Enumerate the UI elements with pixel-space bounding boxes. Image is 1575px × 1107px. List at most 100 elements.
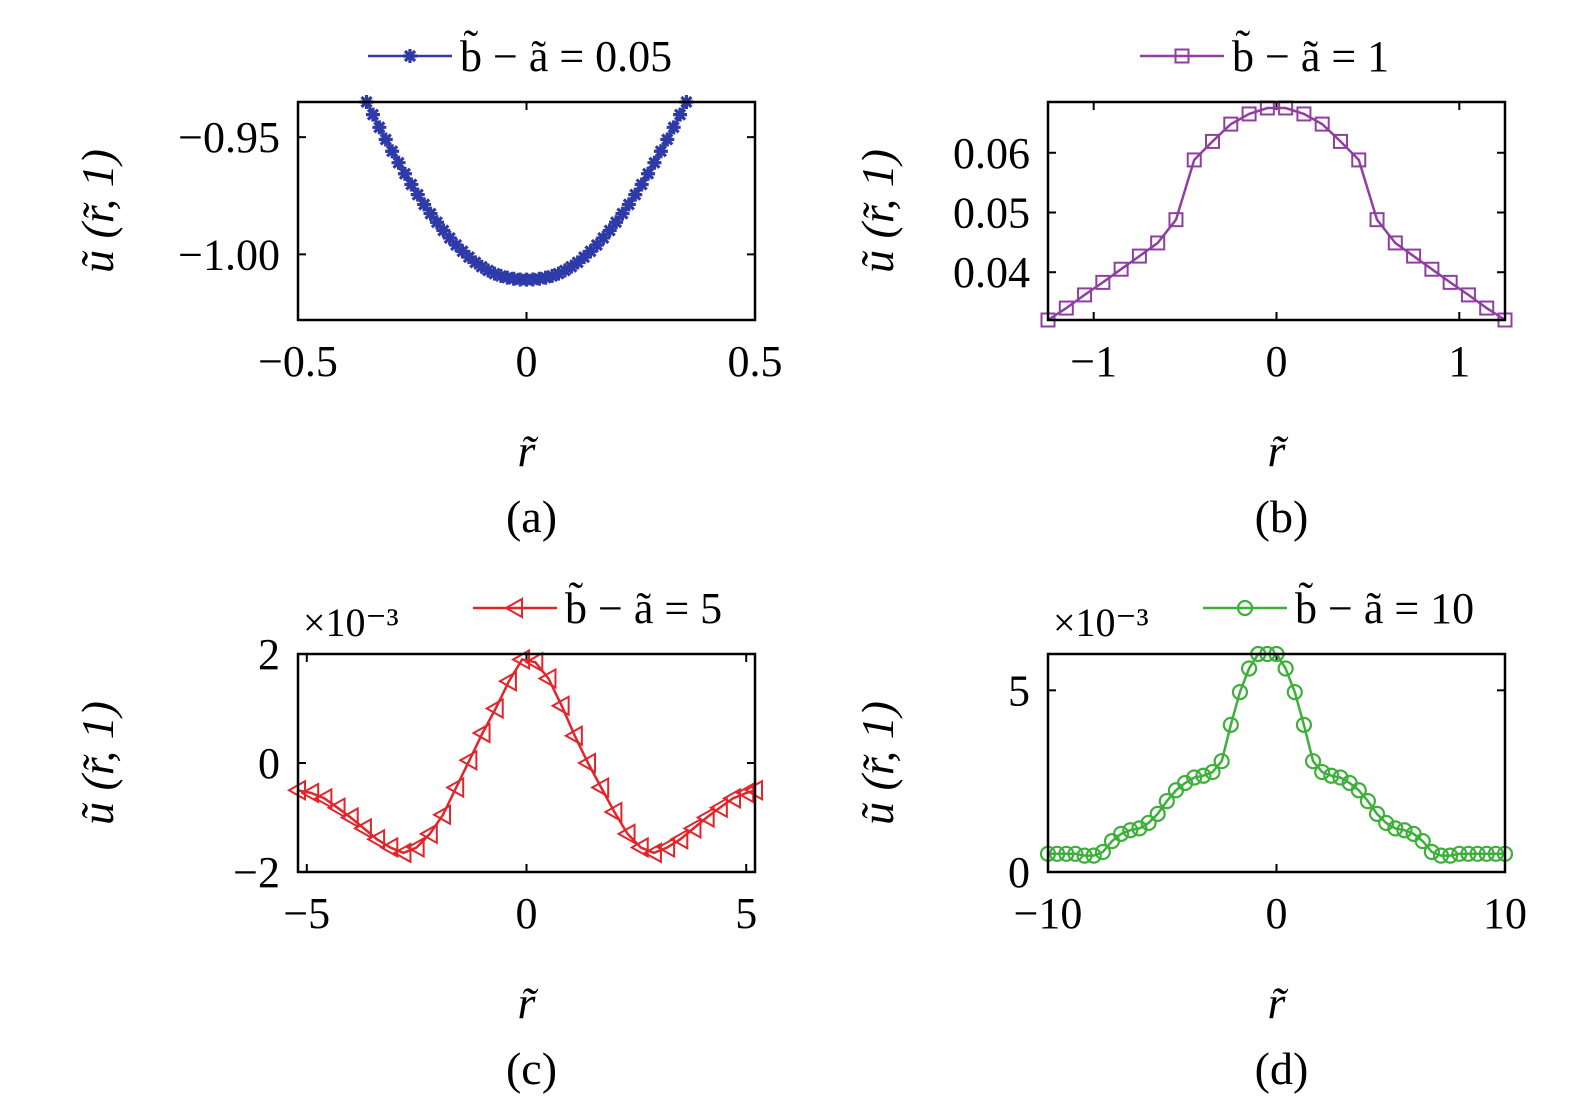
y-tick-label: 5 [1008,666,1030,715]
data-point [391,155,406,170]
data-point [1150,235,1166,251]
data-point [410,187,425,202]
data-point [1113,825,1130,842]
data-point [1176,774,1194,792]
data-point [1222,716,1239,733]
data-point [365,107,380,122]
data-point [642,842,662,864]
y-tick-label: −0.95 [178,113,280,162]
data-point [589,237,604,252]
data-point [1432,847,1450,864]
data-point [1186,769,1203,786]
legend-marker [503,597,523,619]
data-point [484,697,504,720]
panel-caption: (d) [1255,1043,1309,1094]
data-point [1359,793,1377,810]
data-point [1406,248,1422,264]
legend-marker [1174,48,1190,64]
legend-marker [403,49,417,63]
data-point [1460,845,1477,862]
data-point [1094,843,1111,861]
data-point [392,842,412,864]
data-point [458,749,478,771]
data-point [431,804,452,826]
data-point [1414,833,1431,850]
panel-c: −5 0 5 −2 0 2 r̃ ũ (r̃, 1) (c) ×10⁻³ b̃ − ã = 5 [72,583,763,1094]
data-point [1095,274,1111,290]
data-point [570,255,585,270]
data-point [583,244,598,259]
data-point [1304,753,1322,770]
data-point [1076,847,1093,864]
data-point [1058,300,1074,316]
legend-label: b̃ − ã = 5 [565,583,722,633]
legend-label: b̃ − ã = 10 [1295,583,1474,633]
data-point [487,266,502,281]
series-line [1048,652,1505,857]
data-point [615,206,630,221]
data-point [551,266,566,281]
plot-frame [296,100,757,322]
data-point [1350,782,1367,799]
data-point [1479,300,1495,316]
x-tick-label: 0 [516,889,538,938]
axis-exponent-label: ×10⁻³ [303,600,399,645]
data-point [577,250,592,265]
data-point [669,828,689,851]
x-tick-label: −1 [1070,337,1117,386]
data-point [493,268,508,283]
data-point [621,197,636,212]
data-point [417,197,432,212]
data-point [339,806,359,829]
data-point [1314,116,1330,132]
data-point [673,107,688,122]
data-point [695,806,715,829]
legend-marker [1236,599,1254,617]
x-axis-label: r̃ [518,425,540,476]
panel-caption: (a) [506,491,557,542]
data-point [1049,845,1066,862]
data-point [423,206,438,221]
data-point [1223,116,1239,132]
data-point [429,215,444,230]
y-tick-label: 0.06 [953,129,1030,178]
data-point [557,263,572,278]
panel-caption: (b) [1255,491,1309,542]
data-point [418,823,438,845]
data-point [537,667,557,690]
data-point [1424,261,1440,277]
data-point [372,120,387,135]
data-point [609,215,624,230]
data-point [313,787,333,810]
data-point [1140,814,1157,832]
data-point [708,796,728,819]
data-point [1231,684,1249,701]
data-point [471,722,491,744]
data-point [1149,805,1166,822]
x-tick-label: 0 [516,337,538,386]
data-point [590,776,610,799]
data-point [481,263,496,278]
data-point [442,230,457,245]
data-point [1204,763,1221,781]
data-point [616,823,636,845]
data-point [300,782,320,804]
y-tick-label: 0 [1008,848,1030,897]
y-axis-label: ũ (r̃, 1) [852,701,903,825]
y-axis-label: ũ (r̃, 1) [852,149,903,273]
panel-caption: (c) [506,1043,557,1094]
data-point [1213,753,1230,770]
data-point [1286,684,1303,701]
legend-label: b̃ − ã = 1 [1232,31,1389,81]
data-point [1332,133,1348,149]
data-point [397,166,412,181]
data-point [1205,133,1221,149]
data-point [468,255,483,270]
x-tick-label: −5 [283,889,330,938]
data-point [1368,805,1386,822]
data-point [576,752,597,774]
data-point [596,230,611,245]
x-tick-label: 0 [1266,889,1288,938]
data-point [660,132,675,147]
